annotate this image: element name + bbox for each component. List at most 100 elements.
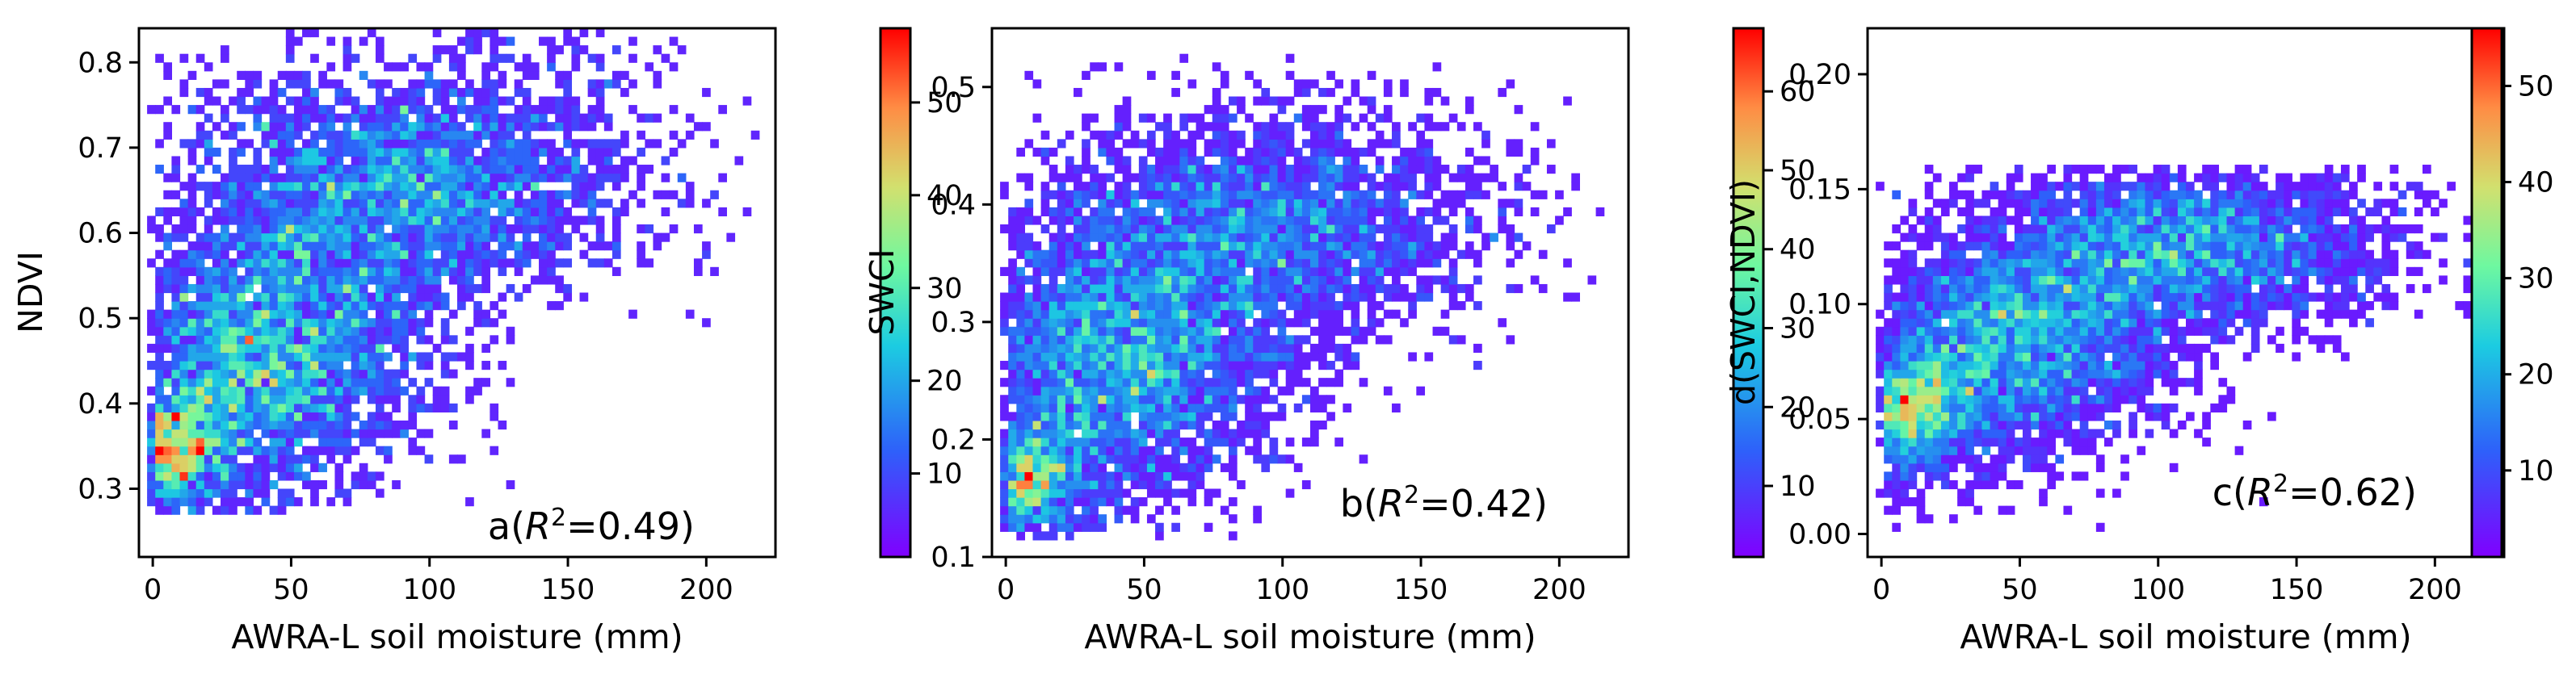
- heat-cell: [1456, 335, 1466, 345]
- heat-cell: [221, 173, 229, 182]
- heat-cell: [285, 446, 295, 455]
- heat-cell: [416, 130, 426, 140]
- heat-cell: [693, 122, 703, 132]
- heat-cell: [440, 45, 450, 55]
- heat-cell: [237, 258, 246, 268]
- heat-cell: [1082, 224, 1090, 234]
- heat-cell: [1359, 113, 1368, 123]
- heat-cell: [2120, 361, 2129, 370]
- heat-cell: [1090, 395, 1099, 404]
- heat-cell: [367, 386, 376, 396]
- heat-cell: [506, 156, 515, 165]
- heat-cell: [490, 190, 499, 199]
- heat-cell: [1464, 207, 1474, 217]
- heat-cell: [1024, 70, 1034, 80]
- heat-cell: [1424, 352, 1434, 362]
- heat-cell: [1448, 207, 1458, 217]
- heat-cell: [1908, 386, 1918, 396]
- heat-cell: [448, 266, 458, 276]
- heat-cell: [408, 224, 418, 234]
- heat-cell: [1269, 165, 1279, 174]
- heat-cell: [1301, 301, 1311, 311]
- heat-cell: [1998, 343, 2007, 354]
- heat-cell: [237, 335, 246, 345]
- heat-cell: [318, 412, 327, 421]
- heat-cell: [229, 429, 237, 438]
- heat-cell: [457, 249, 466, 259]
- heat-cell: [506, 335, 515, 345]
- heat-cell: [1220, 386, 1229, 396]
- heat-cell: [1367, 216, 1376, 225]
- heat-cell: [253, 352, 263, 362]
- heat-cell: [514, 62, 523, 72]
- heat-cell: [229, 505, 237, 515]
- heat-cell: [245, 216, 254, 225]
- heat-cell: [1285, 258, 1295, 268]
- heat-cell: [1957, 386, 1966, 396]
- heat-cell: [245, 105, 254, 115]
- heat-cell: [1253, 156, 1262, 165]
- heat-cell: [2006, 343, 2015, 354]
- heat-cell: [1293, 378, 1303, 387]
- heat-cell: [416, 283, 426, 294]
- heat-cell: [1367, 122, 1376, 132]
- heat-cell: [1310, 173, 1319, 182]
- heat-cell: [637, 113, 645, 123]
- heat-cell: [1098, 395, 1107, 404]
- heat-cell: [408, 309, 418, 319]
- heat-cell: [302, 361, 311, 370]
- heat-cell: [465, 216, 474, 225]
- heat-cell: [1065, 275, 1074, 285]
- heat-cell: [367, 318, 376, 328]
- heat-cell: [1179, 292, 1189, 302]
- heat-cell: [359, 352, 368, 362]
- heat-cell: [1277, 165, 1287, 174]
- heat-cell: [1220, 292, 1229, 302]
- heat-cell: [408, 378, 418, 387]
- heat-cell: [440, 207, 450, 217]
- heat-cell: [1130, 275, 1140, 285]
- heat-cell: [2103, 309, 2113, 319]
- heat-cell: [1269, 335, 1279, 345]
- heat-cell: [400, 147, 409, 157]
- heat-cell: [1204, 139, 1213, 149]
- heat-cell: [506, 165, 515, 174]
- heat-cell: [2145, 361, 2154, 370]
- heat-cell: [1155, 488, 1164, 498]
- heat-cell: [1122, 488, 1132, 498]
- heat-cell: [392, 147, 401, 157]
- heat-cell: [1343, 96, 1352, 106]
- heat-cell: [1106, 190, 1116, 199]
- heat-cell: [171, 283, 181, 294]
- heat-cell: [514, 105, 523, 115]
- heat-cell: [1098, 488, 1107, 498]
- heat-cell: [1326, 216, 1335, 225]
- heat-cell: [187, 471, 197, 481]
- heat-cell: [1924, 369, 1934, 379]
- heat-cell: [595, 258, 605, 268]
- heat-cell: [1090, 335, 1099, 345]
- heat-cell: [1245, 199, 1254, 208]
- heat-cell: [571, 190, 581, 199]
- heat-cell: [1163, 420, 1172, 430]
- heat-cell: [359, 463, 368, 472]
- heat-cell: [1024, 232, 1034, 242]
- heat-cell: [1106, 497, 1116, 507]
- heat-cell: [1098, 514, 1107, 524]
- heat-cell: [1220, 343, 1229, 354]
- heat-cell: [1163, 182, 1172, 191]
- heat-cell: [253, 412, 263, 421]
- heat-cell: [1318, 301, 1327, 311]
- heat-cell: [155, 479, 164, 490]
- heat-cell: [1090, 352, 1099, 362]
- heat-cell: [1310, 79, 1319, 89]
- heat-cell: [367, 429, 376, 438]
- heat-cell: [1293, 216, 1303, 225]
- heat-cell: [1040, 352, 1050, 362]
- heat-cell: [326, 199, 336, 208]
- heat-cell: [498, 156, 507, 165]
- heat-cell: [1065, 232, 1074, 242]
- heat-cell: [359, 139, 368, 149]
- heat-cell: [2316, 335, 2326, 345]
- heat-cell: [1220, 79, 1229, 89]
